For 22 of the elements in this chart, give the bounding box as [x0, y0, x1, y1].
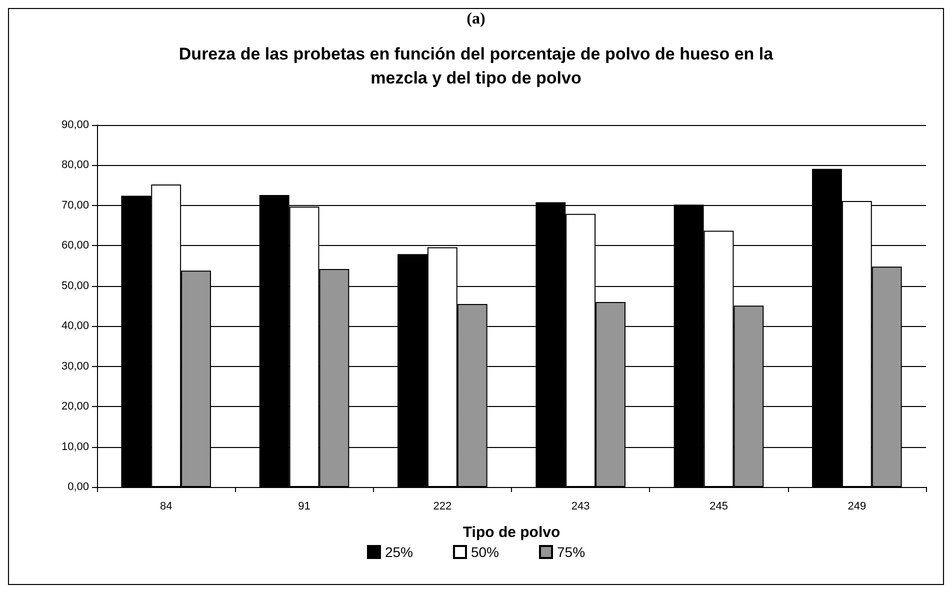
y-tick-label: 80,00 — [61, 159, 89, 172]
y-tick-label: 40,00 — [61, 320, 89, 332]
y-tick-label: 60,00 — [61, 240, 89, 252]
y-tick-label: 10,00 — [61, 440, 89, 453]
y-tick-label: 20,00 — [61, 400, 89, 413]
x-tick-label: 222 — [433, 500, 452, 512]
y-tick-label: 90,00 — [61, 119, 89, 131]
y-tick-label: 70,00 — [61, 199, 89, 212]
x-tick-label: 243 — [571, 500, 590, 512]
legend-label: 50% — [470, 544, 500, 560]
y-tick-label: 0,00 — [68, 481, 89, 493]
x-tick-label: 249 — [848, 500, 866, 512]
legend-label: 25% — [384, 544, 413, 560]
x-tick-label: 245 — [710, 500, 728, 512]
y-tick-label: 30,00 — [61, 360, 89, 372]
x-tick-label: 84 — [160, 500, 172, 512]
legend-label: 75% — [557, 544, 586, 560]
x-axis-title: Tipo de polvo — [462, 524, 560, 541]
y-tick-label: 50,00 — [61, 280, 89, 292]
text: (a) — [466, 10, 486, 28]
x-tick-label: 91 — [298, 500, 310, 512]
chart-title: Dureza de las probetas en función del porcentaje de polvo de hueso en la mezcla y del tipo de polvo — [178, 44, 774, 88]
